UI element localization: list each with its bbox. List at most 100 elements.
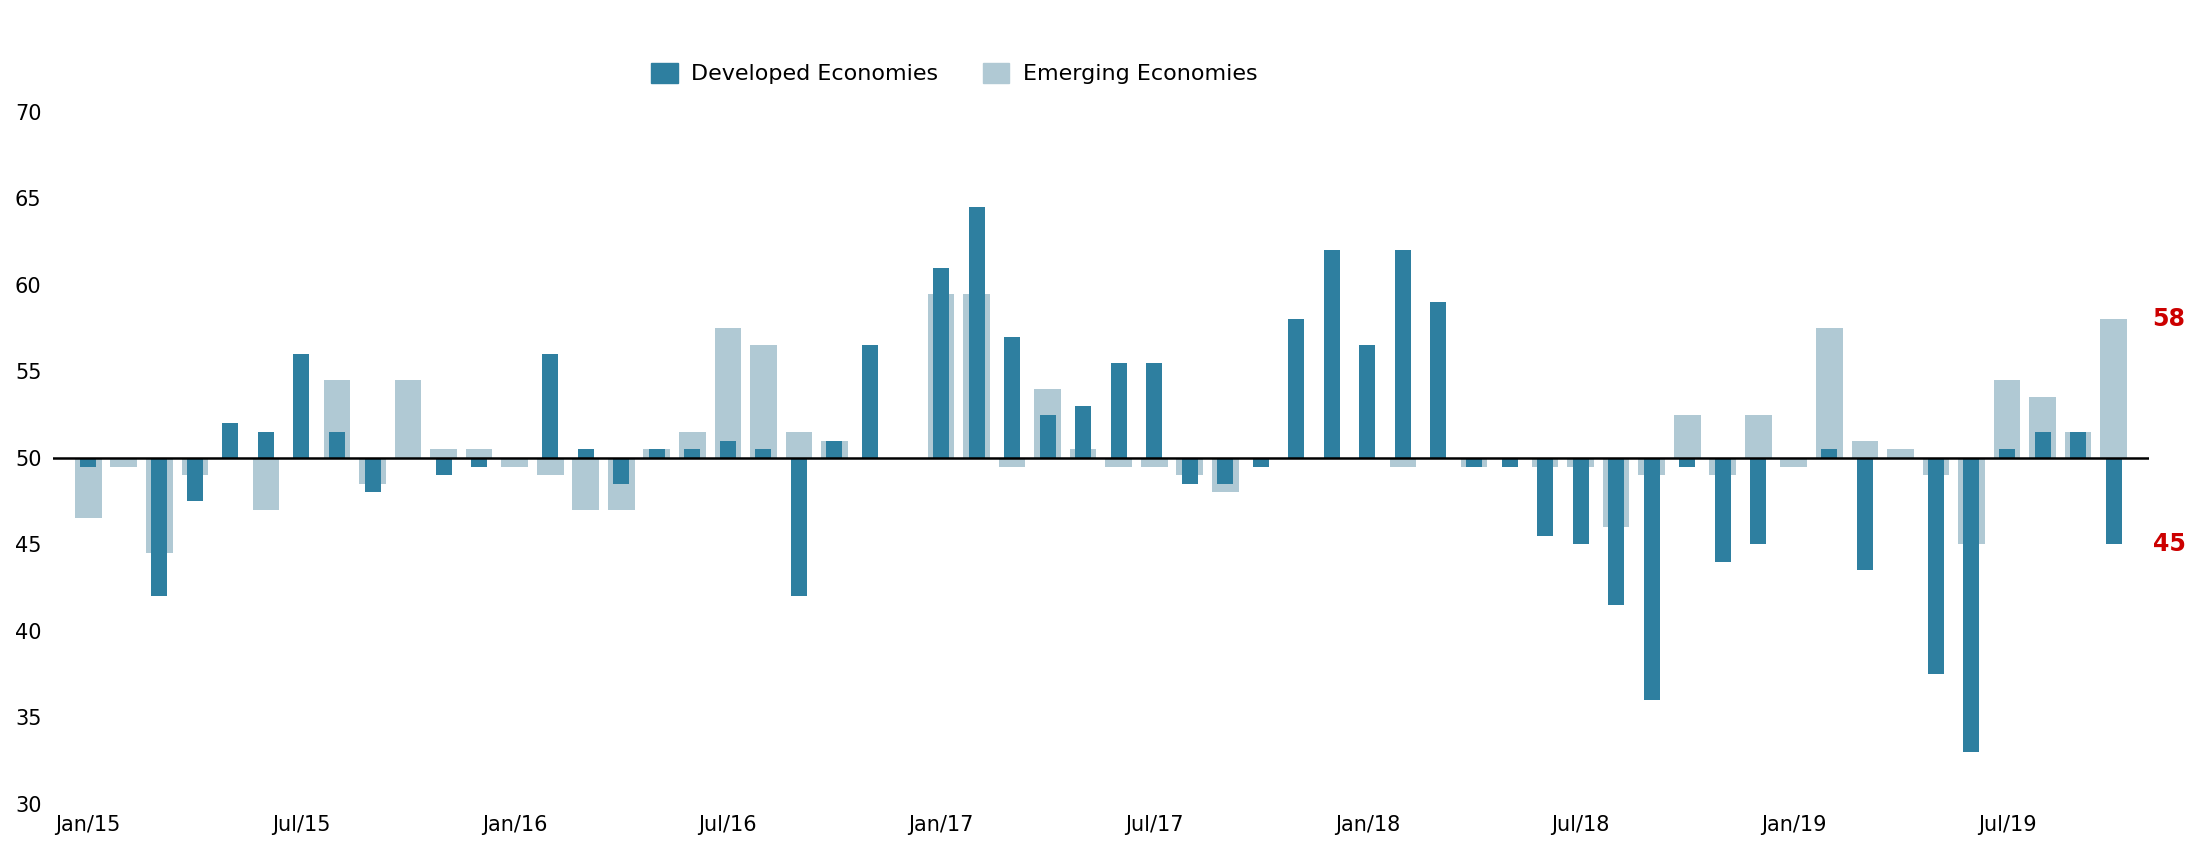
Bar [1745,415,1771,458]
Bar [1104,458,1133,467]
Bar [541,354,559,458]
Bar [79,458,97,467]
Bar [431,449,458,458]
Bar [183,458,209,475]
Bar [1146,363,1162,458]
Bar [1608,458,1624,605]
Bar [537,458,563,475]
Bar [1927,458,1945,674]
Bar [719,440,735,458]
Bar [330,432,345,458]
Bar [2070,432,2086,458]
Bar [1289,320,1305,458]
Bar [436,458,451,475]
Bar [1142,458,1168,467]
Bar [680,432,706,458]
Bar [471,458,486,467]
Bar [75,458,101,518]
Bar [933,268,948,458]
Bar [110,458,136,467]
Bar [2101,320,2127,458]
Bar [253,458,279,510]
Bar [928,293,955,458]
Bar [1177,458,1203,475]
Bar [821,440,847,458]
Bar [2105,458,2121,544]
Bar [1566,458,1595,467]
Bar [785,432,812,458]
Bar [1003,337,1021,458]
Text: 45: 45 [2152,532,2185,557]
Bar [684,449,700,458]
Bar [1360,345,1375,458]
Bar [323,380,350,458]
Bar [1538,458,1553,536]
Bar [1181,458,1197,484]
Bar [1857,458,1872,570]
Legend: Developed Economies, Emerging Economies: Developed Economies, Emerging Economies [642,54,1267,94]
Bar [862,345,878,458]
Bar [1111,363,1126,458]
Bar [1217,458,1234,484]
Bar [614,458,629,484]
Bar [792,458,807,596]
Bar [1390,458,1417,467]
Bar [1780,458,1806,467]
Bar [394,380,422,458]
Bar [1430,302,1445,458]
Bar [2028,397,2055,458]
Bar [715,328,741,458]
Bar [257,432,275,458]
Bar [1465,458,1483,467]
Bar [2035,432,2050,458]
Bar [502,458,528,467]
Bar [649,449,664,458]
Bar [365,458,381,492]
Bar [1923,458,1949,475]
Bar [1324,250,1340,458]
Bar [755,449,772,458]
Bar [1252,458,1269,467]
Bar [968,207,986,458]
Bar [1852,440,1879,458]
Bar [1076,406,1091,458]
Bar [642,449,671,458]
Bar [750,345,777,458]
Bar [222,423,238,458]
Bar [1069,449,1096,458]
Bar [1822,449,1837,458]
Bar [466,449,493,458]
Bar [827,440,843,458]
Bar [152,458,167,596]
Bar [145,458,172,553]
Bar [1674,415,1701,458]
Bar [999,458,1025,467]
Bar [359,458,385,484]
Bar [1041,415,1056,458]
Bar [1395,250,1410,458]
Bar [1751,458,1767,544]
Bar [2000,449,2015,458]
Bar [1709,458,1736,475]
Bar [1679,458,1696,467]
Text: 58: 58 [2152,308,2185,332]
Bar [1888,449,1914,458]
Bar [1503,458,1518,467]
Bar [187,458,202,502]
Bar [1993,380,2020,458]
Bar [1531,458,1558,467]
Bar [1573,458,1588,544]
Bar [1815,328,1844,458]
Bar [1714,458,1731,562]
Bar [572,458,598,510]
Bar [1958,458,1984,544]
Bar [2066,432,2092,458]
Bar [1639,458,1665,475]
Bar [1461,458,1487,467]
Bar [293,354,310,458]
Bar [579,449,594,458]
Bar [964,293,990,458]
Bar [1212,458,1239,492]
Bar [1962,458,1980,752]
Bar [1604,458,1630,527]
